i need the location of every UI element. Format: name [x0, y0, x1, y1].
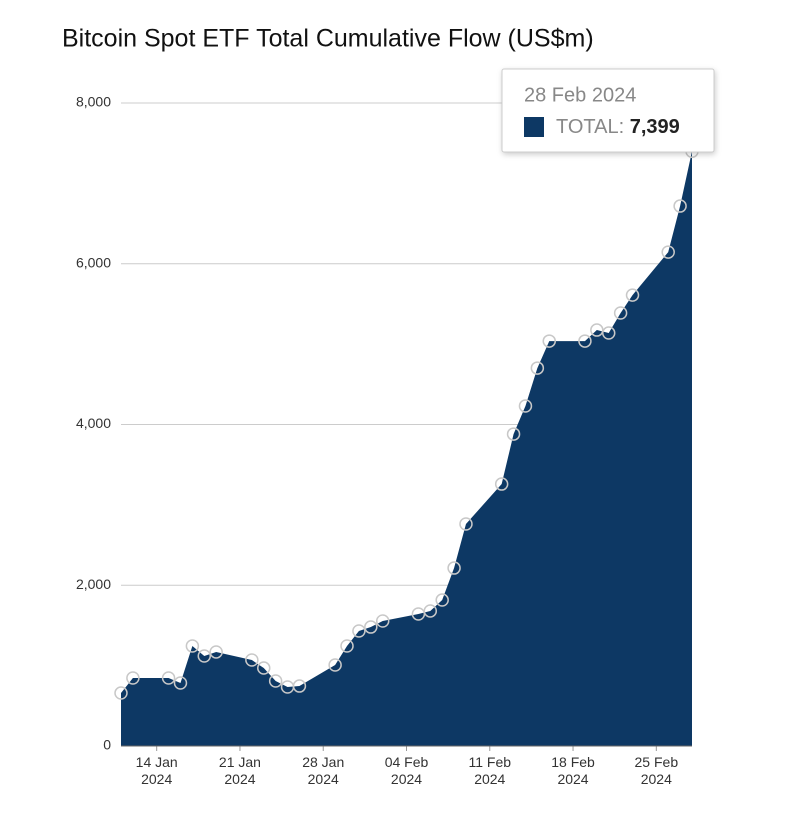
chart-title: Bitcoin Spot ETF Total Cumulative Flow (… — [62, 25, 594, 53]
y-tick-label: 2,000 — [76, 576, 111, 592]
data-point — [435, 593, 449, 607]
x-tick-label: 18 Feb 2024 — [551, 754, 595, 787]
data-point — [459, 517, 473, 531]
y-tick-label: 0 — [103, 737, 111, 753]
data-point — [542, 334, 556, 348]
x-tick-label: 14 Jan 2024 — [136, 754, 178, 787]
x-tick-label: 21 Jan 2024 — [219, 754, 261, 787]
data-point — [173, 676, 188, 690]
data-point — [114, 686, 128, 700]
data-point — [161, 671, 176, 685]
data-point — [661, 245, 675, 259]
y-tick-label: 4,000 — [76, 415, 111, 431]
data-point — [209, 645, 223, 659]
data-point — [601, 326, 616, 340]
x-tick-label: 25 Feb 2024 — [635, 754, 679, 787]
data-point — [352, 624, 366, 638]
x-tick-label: 11 Feb 2024 — [468, 754, 511, 787]
data-point — [518, 399, 533, 413]
data-point — [625, 288, 640, 302]
data-point — [364, 620, 378, 634]
data-point — [340, 639, 354, 653]
area — [121, 151, 692, 747]
y-tick-label: 6,000 — [76, 254, 111, 270]
data-point — [673, 199, 687, 213]
tooltip-date: 28 Feb 2024 — [524, 84, 636, 106]
x-tick-label: 04 Feb 2024 — [385, 754, 429, 787]
data-point — [245, 653, 259, 667]
data-point — [268, 674, 283, 688]
data-point — [126, 671, 140, 685]
tooltip: 28 Feb 2024 TOTAL: 7,399 — [501, 68, 715, 153]
tooltip-label: TOTAL: 7,399 — [556, 116, 680, 138]
data-point — [613, 306, 628, 320]
data-point — [328, 658, 342, 672]
x-tick-label: 28 Jan 2024 — [302, 754, 344, 787]
tooltip-value: 7,399 — [630, 116, 680, 138]
data-point — [197, 649, 212, 663]
data-point — [257, 661, 271, 675]
data-point — [447, 561, 461, 575]
data-point — [578, 334, 592, 348]
data-point — [506, 427, 521, 441]
tooltip-box — [501, 68, 715, 153]
data-point — [185, 639, 200, 653]
data-point — [530, 361, 545, 375]
tooltip-swatch — [524, 117, 544, 137]
data-point — [494, 477, 509, 491]
data-point — [423, 604, 438, 618]
data-point — [375, 614, 390, 628]
tooltip-series: TOTAL: — [556, 116, 624, 138]
data-point — [292, 679, 307, 693]
y-tick-label: 8,000 — [76, 94, 111, 110]
